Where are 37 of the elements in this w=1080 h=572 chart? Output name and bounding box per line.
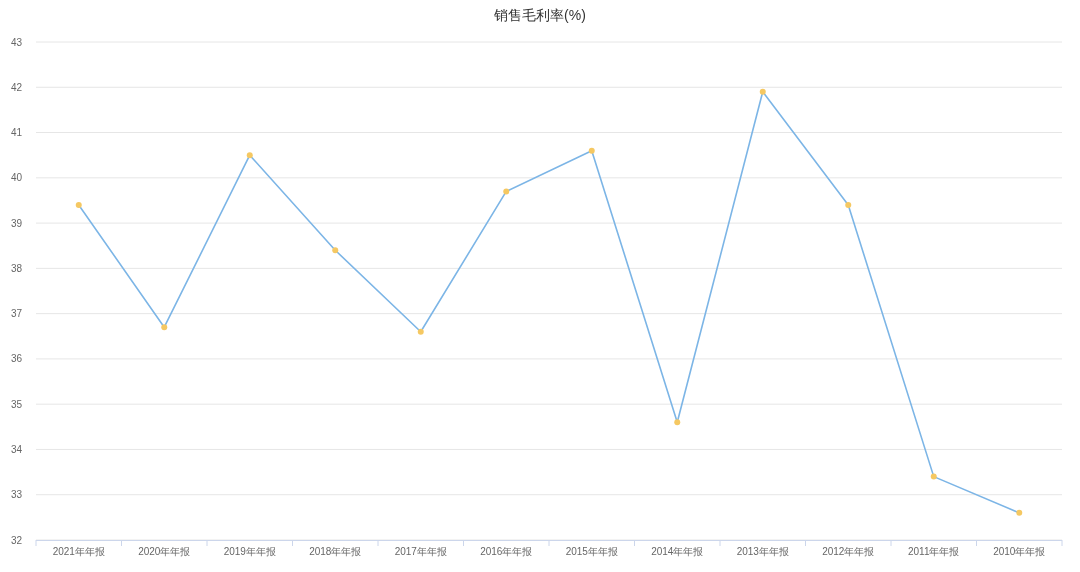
y-tick-label: 32 [10, 534, 23, 546]
y-tick-label: 43 [10, 36, 23, 48]
x-tick-label: 2012年年报 [822, 546, 875, 557]
point [161, 324, 168, 331]
y-tick-label: 38 [10, 262, 23, 274]
y-tick-label: 36 [10, 353, 23, 365]
y-tick-label: 34 [10, 443, 23, 455]
y-tick-label: 33 [10, 489, 23, 501]
y-tick-label: 42 [10, 81, 23, 93]
x-tick-label: 2018年年报 [309, 546, 362, 557]
x-tick-label: 2019年年报 [223, 546, 276, 557]
chart-title: 销售毛利率(%) [493, 7, 586, 23]
x-tick-label: 2010年年报 [993, 546, 1046, 557]
point [759, 88, 766, 95]
y-tick-label: 35 [10, 398, 23, 410]
point [417, 328, 424, 335]
x-tick-label: 2014年年报 [651, 546, 704, 557]
y-tick-label: 37 [10, 308, 23, 320]
x-tick-label: 2015年年报 [565, 546, 618, 557]
y-tick-label: 40 [10, 172, 23, 184]
x-tick-label: 2013年年报 [736, 546, 789, 557]
x-tick-label: 2016年年报 [480, 546, 533, 557]
point [588, 147, 595, 154]
point [930, 473, 937, 480]
point [503, 188, 510, 195]
point [332, 247, 339, 254]
point [75, 201, 82, 208]
y-tick-label: 41 [10, 127, 23, 139]
x-tick-label: 2011年年报 [907, 546, 960, 557]
x-tick-label: 2021年年报 [52, 546, 105, 557]
point [674, 419, 681, 426]
x-tick-label: 2017年年报 [394, 546, 447, 557]
point [1016, 509, 1023, 516]
point [246, 152, 253, 159]
x-tick-label: 2020年年报 [138, 546, 191, 557]
y-tick-label: 39 [10, 217, 23, 229]
point [845, 201, 852, 208]
